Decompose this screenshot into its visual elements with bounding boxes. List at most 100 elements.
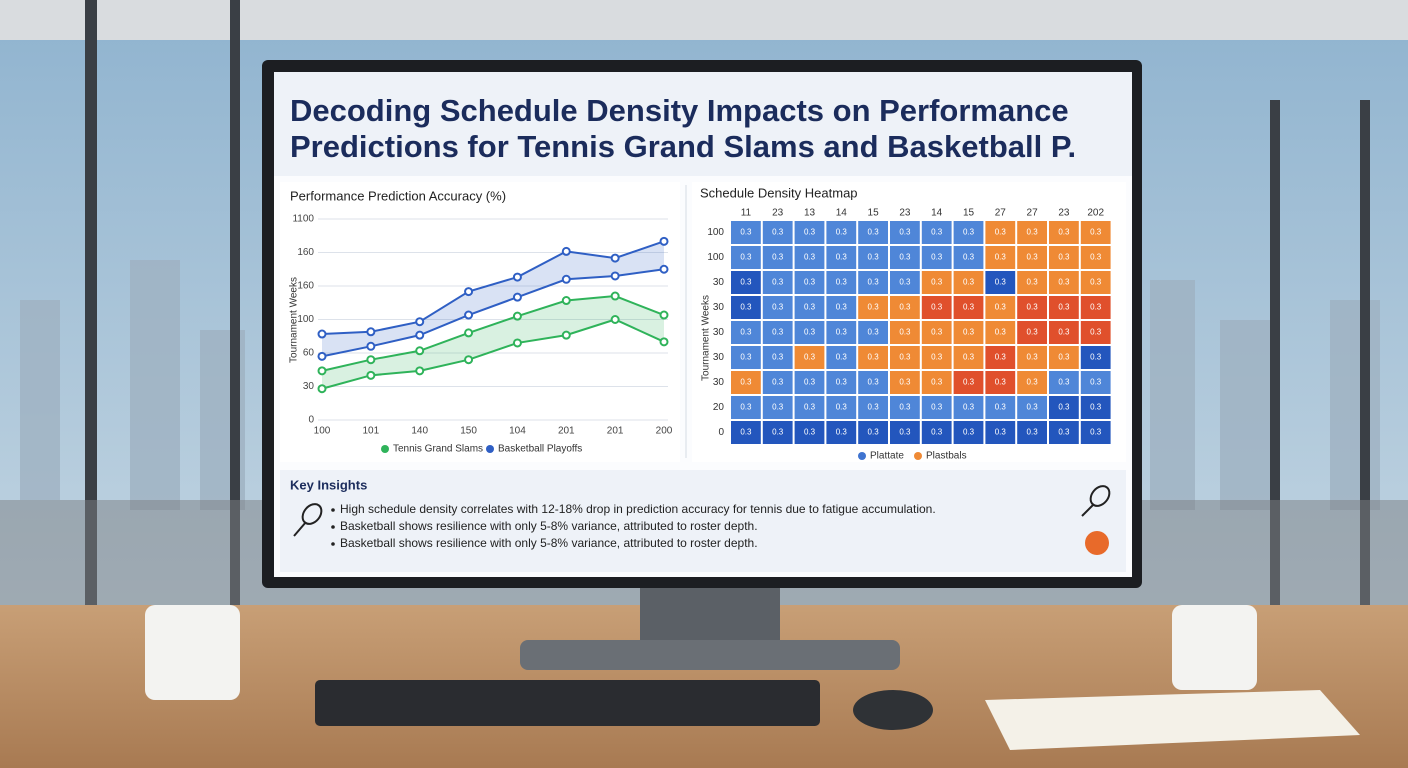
- cell-label: 0.3: [740, 428, 752, 437]
- cell-label: 0.3: [1027, 353, 1039, 362]
- series-line: [321, 318, 665, 390]
- legend-swatch: [486, 445, 494, 453]
- heat-cell: [985, 371, 1016, 394]
- band-fill: [322, 296, 664, 389]
- heat-cell: [1017, 296, 1047, 319]
- heat-cell: [826, 371, 857, 394]
- heat-cell: [921, 321, 952, 344]
- point: [415, 317, 425, 327]
- column-label: 14: [836, 208, 848, 219]
- y-tick-label: 30: [303, 381, 315, 392]
- point: [610, 315, 620, 324]
- point: [561, 330, 571, 340]
- point: [415, 346, 425, 356]
- row-label: 30: [713, 352, 725, 363]
- row-label: 100: [707, 252, 724, 263]
- cell-label: 0.3: [1058, 378, 1070, 387]
- cell-label: 0.3: [772, 278, 784, 287]
- cell-label: 0.3: [772, 228, 784, 237]
- point: [610, 253, 620, 263]
- cell-label: 0.3: [963, 328, 975, 337]
- heat-cell: [731, 421, 761, 444]
- cell-label: 0.3: [995, 328, 1007, 337]
- cell-label: 0.3: [1058, 403, 1070, 412]
- cell-label: 0.3: [868, 353, 880, 362]
- legend-label: Basketball Playoffs: [498, 444, 582, 455]
- heat-cell: [953, 246, 984, 269]
- heat-cell: [826, 346, 857, 369]
- heat-cell: [985, 271, 1016, 294]
- cell-label: 0.3: [868, 403, 880, 412]
- bullet: [331, 508, 335, 512]
- column-label: 202: [1087, 208, 1104, 219]
- cell-label: 0.3: [836, 428, 848, 437]
- cell-label: 0.3: [899, 353, 911, 362]
- title-holder: Decoding Schedule Density Impacts on Per…: [290, 93, 1077, 164]
- mug-right: [1172, 605, 1257, 690]
- heat-cell: [858, 321, 888, 344]
- cell-label: 0.3: [868, 253, 880, 262]
- cell-label: 0.3: [1090, 328, 1102, 337]
- point: [610, 291, 620, 301]
- cell-label: 0.3: [836, 228, 848, 237]
- heat-cell: [1049, 321, 1079, 344]
- point: [659, 310, 669, 320]
- cell-label: 0.3: [963, 278, 975, 287]
- cell-label: 0.3: [1058, 303, 1070, 312]
- x-tick-label: 201: [558, 426, 575, 437]
- heat-cell: [921, 221, 952, 244]
- cell-label: 0.3: [868, 378, 880, 387]
- y-tick-label: 160: [297, 281, 314, 292]
- heat-cell: [1049, 346, 1079, 369]
- heat-cell: [985, 346, 1016, 369]
- point: [512, 272, 522, 282]
- row-label: 30: [713, 302, 725, 313]
- cell-label: 0.3: [1058, 253, 1070, 262]
- x-tick-label: 101: [363, 426, 380, 437]
- heat-cell: [1017, 421, 1047, 444]
- heat-cell: [794, 296, 825, 319]
- series-line: [321, 268, 665, 358]
- cell-label: 0.3: [899, 278, 911, 287]
- point: [464, 355, 474, 365]
- cell-label: 0.3: [1090, 403, 1102, 412]
- cell-label: 0.3: [740, 278, 752, 287]
- cell-label: 0.3: [1058, 428, 1070, 437]
- cell-label: 0.3: [740, 328, 752, 337]
- heat-cell: [762, 321, 793, 344]
- heat-cell: [985, 396, 1016, 419]
- cell-label: 0.3: [963, 253, 975, 262]
- cell-label: 0.3: [836, 328, 848, 337]
- heat-cell: [890, 321, 920, 344]
- heat-cell: [921, 371, 952, 394]
- cell-label: 0.3: [804, 428, 816, 437]
- cell-label: 0.3: [836, 278, 848, 287]
- cell-label: 0.3: [931, 403, 943, 412]
- monitor-stand: [640, 580, 780, 650]
- y-tick-label: 0: [308, 415, 314, 426]
- monitor-base: [520, 640, 900, 670]
- column-label: 23: [1058, 208, 1070, 219]
- cell-label: 0.3: [804, 328, 816, 337]
- bullet: [331, 525, 335, 529]
- heat-cell: [794, 221, 825, 244]
- point: [317, 384, 327, 394]
- point: [317, 329, 327, 339]
- point: [366, 355, 376, 365]
- heat-cell: [890, 371, 920, 394]
- band-fill: [322, 241, 664, 357]
- cell-label: 0.3: [1090, 253, 1102, 262]
- x-tick-label: 104: [509, 426, 526, 437]
- point: [464, 328, 474, 338]
- heat-cell: [953, 396, 984, 419]
- cell-label: 0.3: [963, 378, 975, 387]
- heat-cell: [1080, 396, 1111, 419]
- cell-label: 0.3: [995, 353, 1007, 362]
- cell-label: 0.3: [740, 253, 752, 262]
- dashboard-title: Decoding Schedule Density Impacts on Per…: [290, 93, 1077, 164]
- ceiling: [0, 0, 1408, 40]
- heat-cell: [1049, 421, 1079, 444]
- cell-label: 0.3: [931, 303, 943, 312]
- cell-label: 0.3: [740, 353, 752, 362]
- column-label: 27: [1027, 208, 1039, 219]
